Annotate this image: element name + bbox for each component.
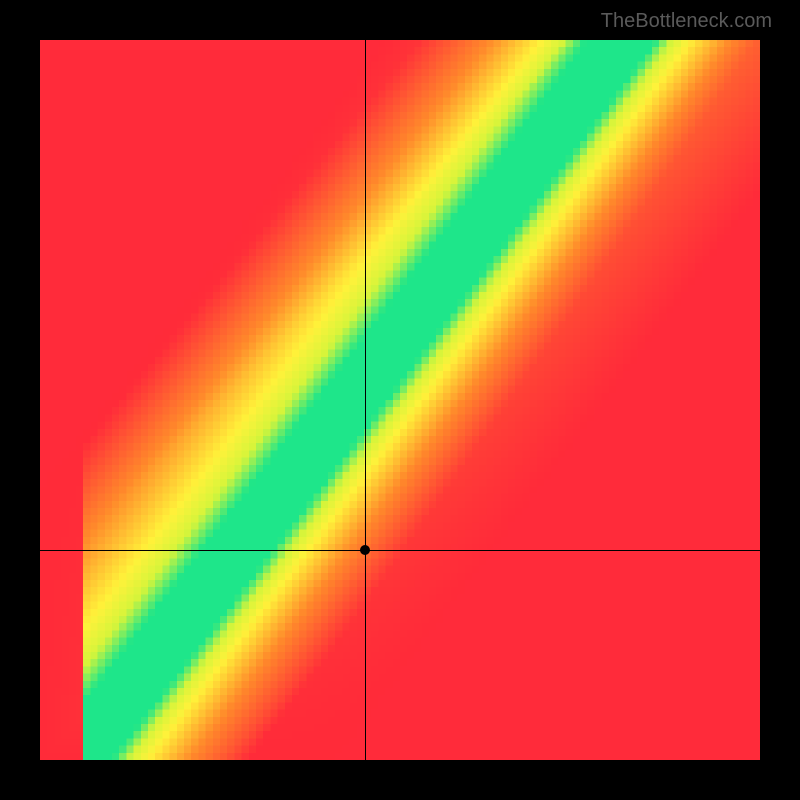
crosshair-vertical: [365, 40, 366, 760]
watermark-text: TheBottleneck.com: [601, 10, 772, 33]
heatmap-canvas: [40, 40, 760, 760]
crosshair-horizontal: [40, 550, 760, 551]
bottleneck-heatmap: [40, 40, 760, 760]
marker-dot: [360, 545, 370, 555]
